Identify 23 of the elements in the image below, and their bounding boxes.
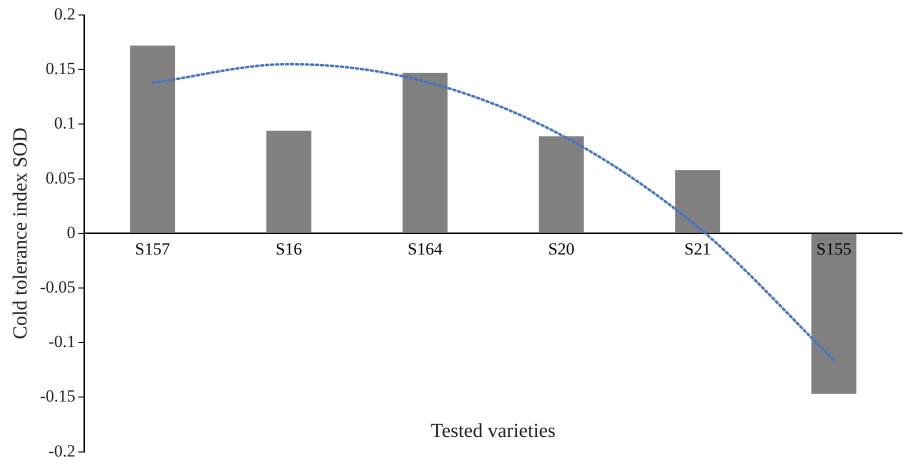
x-tick-label: S16 [276,239,302,258]
y-tick-label: -0.15 [40,386,76,406]
bar [538,136,584,233]
y-tick-label: 0 [66,222,76,242]
bar [402,72,448,233]
x-tick-label: S155 [816,239,852,258]
y-tick-label: 0.2 [54,4,76,24]
x-tick-label: S21 [684,239,711,258]
x-axis-title: Tested varieties [430,420,556,442]
y-tick-label: -0.1 [48,332,76,352]
bar [811,234,856,394]
y-axis-title: Cold tolerance index SOD [9,128,32,340]
y-tick-label: -0.05 [40,277,76,296]
y-tick-label: 0.15 [46,59,76,78]
y-tick-label: 0.05 [46,168,76,188]
bar [675,170,720,233]
bar [266,130,312,233]
x-tick-label: S20 [548,239,575,258]
bar [130,46,176,233]
y-tick-label: 0.1 [54,114,76,133]
x-tick-label: S164 [408,239,444,258]
x-tick-label: S157 [135,239,171,258]
y-tick-label: -0.2 [48,441,76,460]
